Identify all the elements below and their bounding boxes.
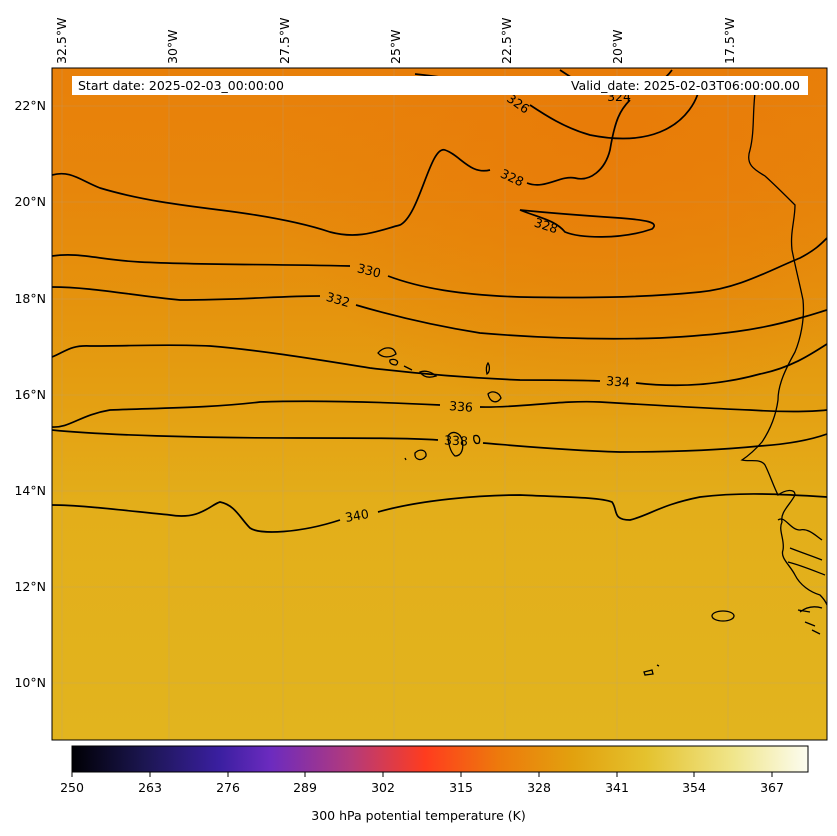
valid-date-label: Valid_date: 2025-02-03T06:00:00.00 (570, 78, 800, 93)
longitude-labels: 32.5°W 30°W 27.5°W 25°W 22.5°W 20°W 17.5… (54, 18, 737, 64)
cape-verde-santo-antao (377, 347, 397, 358)
contour-label-340: 340 (344, 506, 370, 525)
cape-verde-santiago (447, 431, 464, 457)
colorbar-tick-labels: 250 263 276 289 302 315 328 341 354 367 (60, 780, 784, 795)
cape-verde-sal (485, 361, 491, 376)
cb-tick-276: 276 (216, 780, 240, 795)
contour-334 (52, 343, 827, 387)
lon-label-25w: 25°W (388, 29, 403, 64)
contour-label-336: 336 (449, 398, 474, 415)
senegal-detail (777, 518, 826, 576)
contour-328-closed (519, 209, 655, 238)
lon-label-17-5w: 17.5°W (722, 18, 737, 64)
graticule (52, 68, 827, 740)
map-frame (51, 67, 828, 741)
cb-tick-315: 315 (449, 780, 473, 795)
lat-label-10n: 10°N (14, 675, 46, 690)
cb-tick-341: 341 (605, 780, 629, 795)
cape-verde-sao-vicente (389, 358, 399, 366)
contour-338 (52, 429, 827, 453)
cape-verde-fogo (404, 449, 427, 461)
contour-332 (52, 286, 827, 340)
contour-labels: 326 324 328 328 330 332 334 336 338 340 (325, 89, 631, 525)
contour-330 (52, 237, 827, 299)
date-info-bar: Start date: 2025-02-03_00:00:00 Valid_da… (72, 76, 808, 95)
contour-328-north (52, 99, 631, 236)
warm-core-fill (52, 68, 827, 740)
lat-label-22n: 22°N (14, 98, 46, 113)
lat-label-16n: 16°N (14, 387, 46, 402)
cape-verde-boa-vista (487, 391, 502, 403)
coastlines (377, 84, 827, 676)
cb-tick-289: 289 (293, 780, 317, 795)
lat-label-14n: 14°N (14, 483, 46, 498)
guinea-coast (799, 606, 823, 613)
lon-label-22-5w: 22.5°W (499, 18, 514, 64)
cb-tick-367: 367 (760, 780, 784, 795)
lat-label-18n: 18°N (14, 291, 46, 306)
island-west-africa (711, 610, 735, 622)
lon-label-32-5w: 32.5°W (54, 18, 69, 64)
contour-label-332: 332 (325, 289, 352, 310)
cb-tick-354: 354 (682, 780, 706, 795)
lat-label-20n: 20°N (14, 194, 46, 209)
cape-verde-sao-nicolau (403, 365, 438, 378)
latitude-labels: 22°N 20°N 18°N 16°N 14°N 12°N 10°N (14, 98, 46, 690)
contour-label-334: 334 (606, 373, 631, 390)
map-field (52, 68, 827, 740)
lon-label-30w: 30°W (165, 29, 180, 64)
cb-tick-328: 328 (527, 780, 551, 795)
contour-label-338: 338 (444, 432, 469, 448)
cb-tick-302: 302 (371, 780, 395, 795)
contour-336 (52, 400, 827, 428)
start-date-label: Start date: 2025-02-03_00:00:00 (78, 78, 284, 93)
africa-coast (740, 84, 827, 606)
contour-340 (52, 493, 827, 533)
small-island-south (643, 664, 660, 676)
contour-label-330: 330 (356, 260, 383, 280)
cape-verde-maio (473, 434, 481, 445)
lon-label-20w: 20°W (610, 29, 625, 64)
cb-tick-263: 263 (138, 780, 162, 795)
contour-label-328-closed: 328 (532, 215, 559, 237)
colorbar-title: 300 hPa potential temperature (K) (311, 808, 526, 823)
lon-label-27-5w: 27.5°W (277, 18, 292, 64)
colorbar (71, 745, 809, 773)
cb-tick-250: 250 (60, 780, 84, 795)
bijagos-islands (797, 609, 821, 635)
lat-label-12n: 12°N (14, 579, 46, 594)
colorbar-ticks (71, 772, 773, 777)
